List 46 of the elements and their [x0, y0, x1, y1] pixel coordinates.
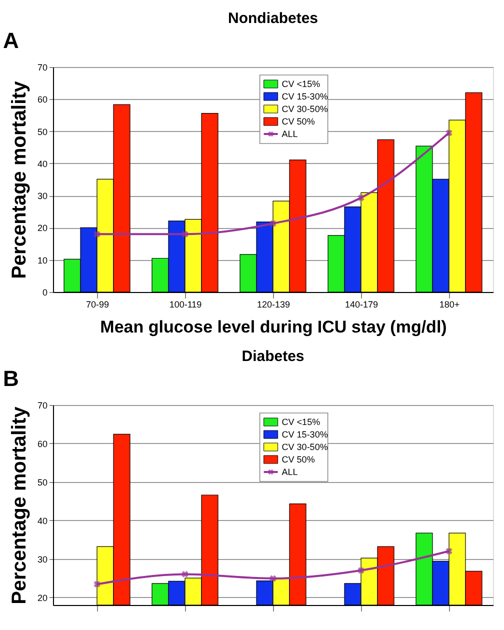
text: B — [3, 366, 19, 391]
legend-label: CV 30-50% — [282, 442, 328, 452]
point — [358, 567, 364, 574]
legend-label: CV 50% — [282, 454, 315, 464]
legend-label: CV 50% — [282, 116, 315, 126]
point — [358, 194, 364, 202]
point — [94, 230, 100, 238]
legend-label: ALL — [282, 129, 298, 139]
chart-title: Diabetes — [242, 348, 304, 365]
point — [446, 130, 452, 136]
legend-label: ALL — [282, 467, 298, 477]
legend-label: CV <15% — [282, 79, 320, 89]
x-tick-label: 180+ — [439, 300, 460, 310]
y-tick-label: 10 — [37, 255, 48, 266]
y-tick-label: 60 — [37, 94, 48, 105]
y-tick-label: 70 — [37, 400, 48, 410]
y-tick-label: 20 — [37, 592, 48, 603]
point — [182, 230, 188, 238]
y-tick-label: 40 — [37, 516, 48, 526]
x-tick-label: 100-119 — [169, 300, 202, 310]
y-tick-label: 0 — [42, 288, 48, 298]
chart-title: Nondiabetes — [228, 10, 318, 27]
legend-label: CV <15% — [282, 417, 320, 427]
y-tick-label: 30 — [37, 554, 48, 564]
point — [270, 220, 276, 227]
text: A — [3, 28, 19, 53]
y-tick-label: 40 — [37, 158, 48, 169]
legend-label: CV 15-30% — [282, 92, 328, 102]
point — [94, 580, 100, 588]
y-axis-title: Percentage mortality — [8, 406, 30, 604]
x-axis-title: Mean glucose level during ICU stay (mg/dl) — [100, 318, 447, 336]
x-tick-label: 120-139 — [256, 300, 290, 310]
y-tick-label: 30 — [37, 191, 48, 202]
point — [182, 570, 188, 578]
point — [446, 548, 452, 554]
y-axis-title: Percentage mortality — [8, 80, 30, 279]
y-tick-label: 50 — [37, 477, 48, 488]
y-tick-label: 60 — [37, 438, 48, 449]
y-tick-label: 50 — [37, 126, 48, 137]
x-tick-label: 140-179 — [344, 300, 378, 310]
point — [270, 575, 276, 582]
y-tick-label: 70 — [37, 62, 48, 72]
legend-label: CV 30-50% — [282, 104, 328, 114]
y-tick-label: 20 — [37, 223, 48, 234]
x-tick-label: 70-99 — [86, 300, 110, 310]
legend-label: CV 15-30% — [282, 430, 328, 440]
